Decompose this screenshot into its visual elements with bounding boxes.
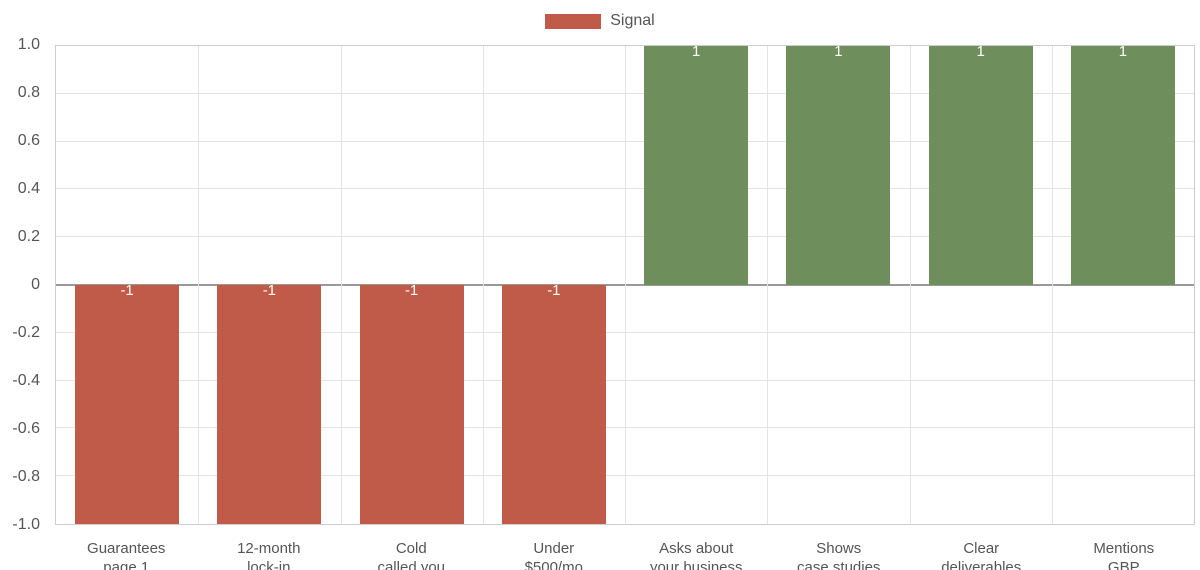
category-label: Asks about your business (625, 539, 768, 570)
category-label-line: $500/mo (524, 559, 583, 570)
bar-value-label: 1 (691, 45, 701, 60)
category-label-line: called you (377, 559, 446, 570)
y-tick-label: 0.8 (17, 84, 40, 101)
bar: -1 (359, 282, 464, 524)
x-axis: Guarantees page 1 12-month lock-in Cold calle… (55, 539, 1195, 570)
bar-value-label: -1 (404, 282, 419, 299)
y-tick-label: -0.6 (12, 420, 40, 437)
gridline-vertical (625, 46, 626, 524)
legend-swatch (545, 13, 602, 29)
bar: -1 (217, 282, 322, 524)
category-label-line: Shows (816, 540, 862, 557)
category-label-line: case studies (797, 559, 881, 570)
bar-value-label: 1 (1118, 45, 1128, 60)
bar: 1 (928, 45, 1033, 285)
gridline-vertical (767, 46, 769, 524)
y-tick-label: -0.4 (12, 372, 40, 389)
category-label: Guarantees page 1 (55, 539, 198, 570)
category-label-line: 12-month (237, 540, 301, 557)
category-label-line: Cold (395, 540, 427, 557)
gridline-vertical (482, 46, 484, 524)
bar-value-label: 1 (976, 45, 985, 60)
category-label-line: GBP (1107, 559, 1140, 570)
y-tick-label: -0.8 (12, 468, 40, 485)
bar: -1 (501, 282, 606, 524)
gridline-vertical (1051, 46, 1053, 524)
bar-value-label: -1 (547, 282, 561, 299)
category-label-line: deliverables (941, 559, 1022, 570)
y-tick-label: 0.4 (17, 180, 40, 197)
y-tick-label: -0.2 (12, 324, 40, 341)
category-label-line: Guarantees (87, 540, 166, 557)
category-label: Cold called you (340, 539, 483, 570)
category-label-line: Mentions (1093, 540, 1155, 557)
category-label: 12-month lock-in (198, 539, 341, 570)
category-label: Under $500/mo (483, 539, 626, 570)
y-tick-label: 0 (31, 276, 40, 293)
gridline-vertical (198, 46, 200, 524)
gridline-vertical (909, 46, 911, 524)
y-tick-label: 1.0 (17, 36, 40, 53)
bar: -1 (75, 282, 180, 524)
legend-label: Signal (610, 12, 655, 29)
bar: 1 (786, 45, 891, 285)
category-label-line: Asks about (659, 540, 734, 557)
bar-value-label: -1 (262, 282, 277, 299)
bar-value-label: 1 (834, 45, 843, 60)
category-label-line: your business (649, 559, 743, 570)
plot-area: -1 -1 -1 -1 1 1 1 1 (55, 45, 1195, 525)
category-label-line: Clear (963, 540, 1000, 557)
gridline-vertical (340, 46, 342, 524)
y-tick-label: 0.6 (17, 132, 40, 149)
category-label-line: page 1 (103, 559, 150, 570)
bar: 1 (644, 45, 749, 285)
legend: Signal (0, 12, 1200, 30)
y-axis: 1.0 0.8 0.6 0.4 0.2 0 -0.2 -0.4 -0.6 -0.8 -1.0 (0, 36, 48, 533)
bar-value-label: -1 (120, 282, 134, 299)
y-tick-label: -1.0 (12, 516, 40, 533)
category-label-line: Under (533, 540, 575, 557)
y-tick-label: 0.2 (17, 228, 40, 245)
category-label: Mentions GBP (1053, 539, 1196, 570)
category-label: Clear deliverables (910, 539, 1053, 570)
category-label: Shows case studies (768, 539, 911, 570)
bar: 1 (1070, 45, 1175, 285)
category-label-line: lock-in (247, 559, 291, 570)
